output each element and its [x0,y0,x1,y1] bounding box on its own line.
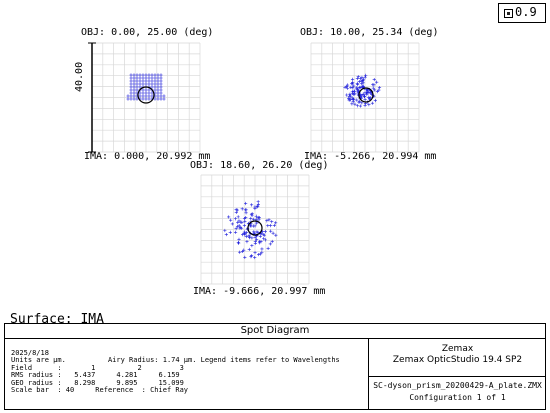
scale-text: Scale bar : 40 [11,386,75,394]
field-3: 3 [179,363,184,372]
product-name: Zemax OpticStudio 19.4 SP2 [392,355,523,365]
airy-circle-3 [247,220,263,236]
field-1: 1 [91,363,96,372]
units-text: Units are µm. [11,356,66,364]
geo-1: 8.298 [74,378,96,387]
grid-3 [200,174,310,285]
file-box: SC-dyson_prism_20200429-A_plate.ZMX Conf… [369,378,546,404]
spot-2 [343,73,382,108]
reference-text: Reference : Chief Ray [95,386,189,394]
plot1-ima-label: IMA: 0.000, 20.992 mm [84,151,211,162]
airy-text: Airy Radius: 1.74 µm. Legend items refer… [107,356,340,364]
geo-label: GEO radius : [11,378,62,387]
field-2: 2 [137,363,142,372]
rms-1: 5.437 [74,371,96,379]
plot2-obj-label: OBJ: 10.00, 25.34 (deg) [300,27,439,38]
spot-3 [223,200,278,260]
rms-label: RMS radius : [11,371,62,379]
plot3-obj-label: OBJ: 18.60, 26.20 (deg) [190,160,329,171]
plot1-obj-label: OBJ: 0.00, 25.00 (deg) [81,27,214,38]
legend-swatch-icon [504,9,513,18]
info-text: 2025/8/18 Units are µm. Airy Radius: 1.7… [11,342,340,402]
legend: 0.9 [498,3,546,23]
plot3-ima-label: IMA: -9.666, 20.997 mm [193,286,326,297]
geo-2: 9.895 [116,378,138,387]
spot-1 [126,73,166,101]
plot2-ima-label: IMA: -5.266, 20.994 mm [304,151,437,162]
date-text: 2025/8/18 [11,348,49,357]
rms-3: 6.159 [158,371,180,379]
company-name: Zemax [441,344,474,354]
file-name: SC-dyson_prism_20200429-A_plate.ZMX [373,381,542,390]
geo-3: 15.099 [158,378,184,387]
field-label: Field : [11,363,62,372]
legend-label: 0.9 [515,5,537,19]
rms-2: 4.281 [116,371,138,379]
info-panel: Spot Diagram 2025/8/18 Units are µm. Air… [4,323,546,410]
airy-circle-2 [358,87,374,103]
grid-1 [91,42,201,153]
zemax-header: Zemax Zemax OpticStudio 19.4 SP2 [369,339,546,377]
config-text: Configuration 1 of 1 [409,393,506,402]
airy-circle-1 [137,86,155,104]
zemax-box: Zemax Zemax OpticStudio 19.4 SP2 SC-dyso… [368,339,546,409]
panel-title: Spot Diagram [5,324,545,339]
